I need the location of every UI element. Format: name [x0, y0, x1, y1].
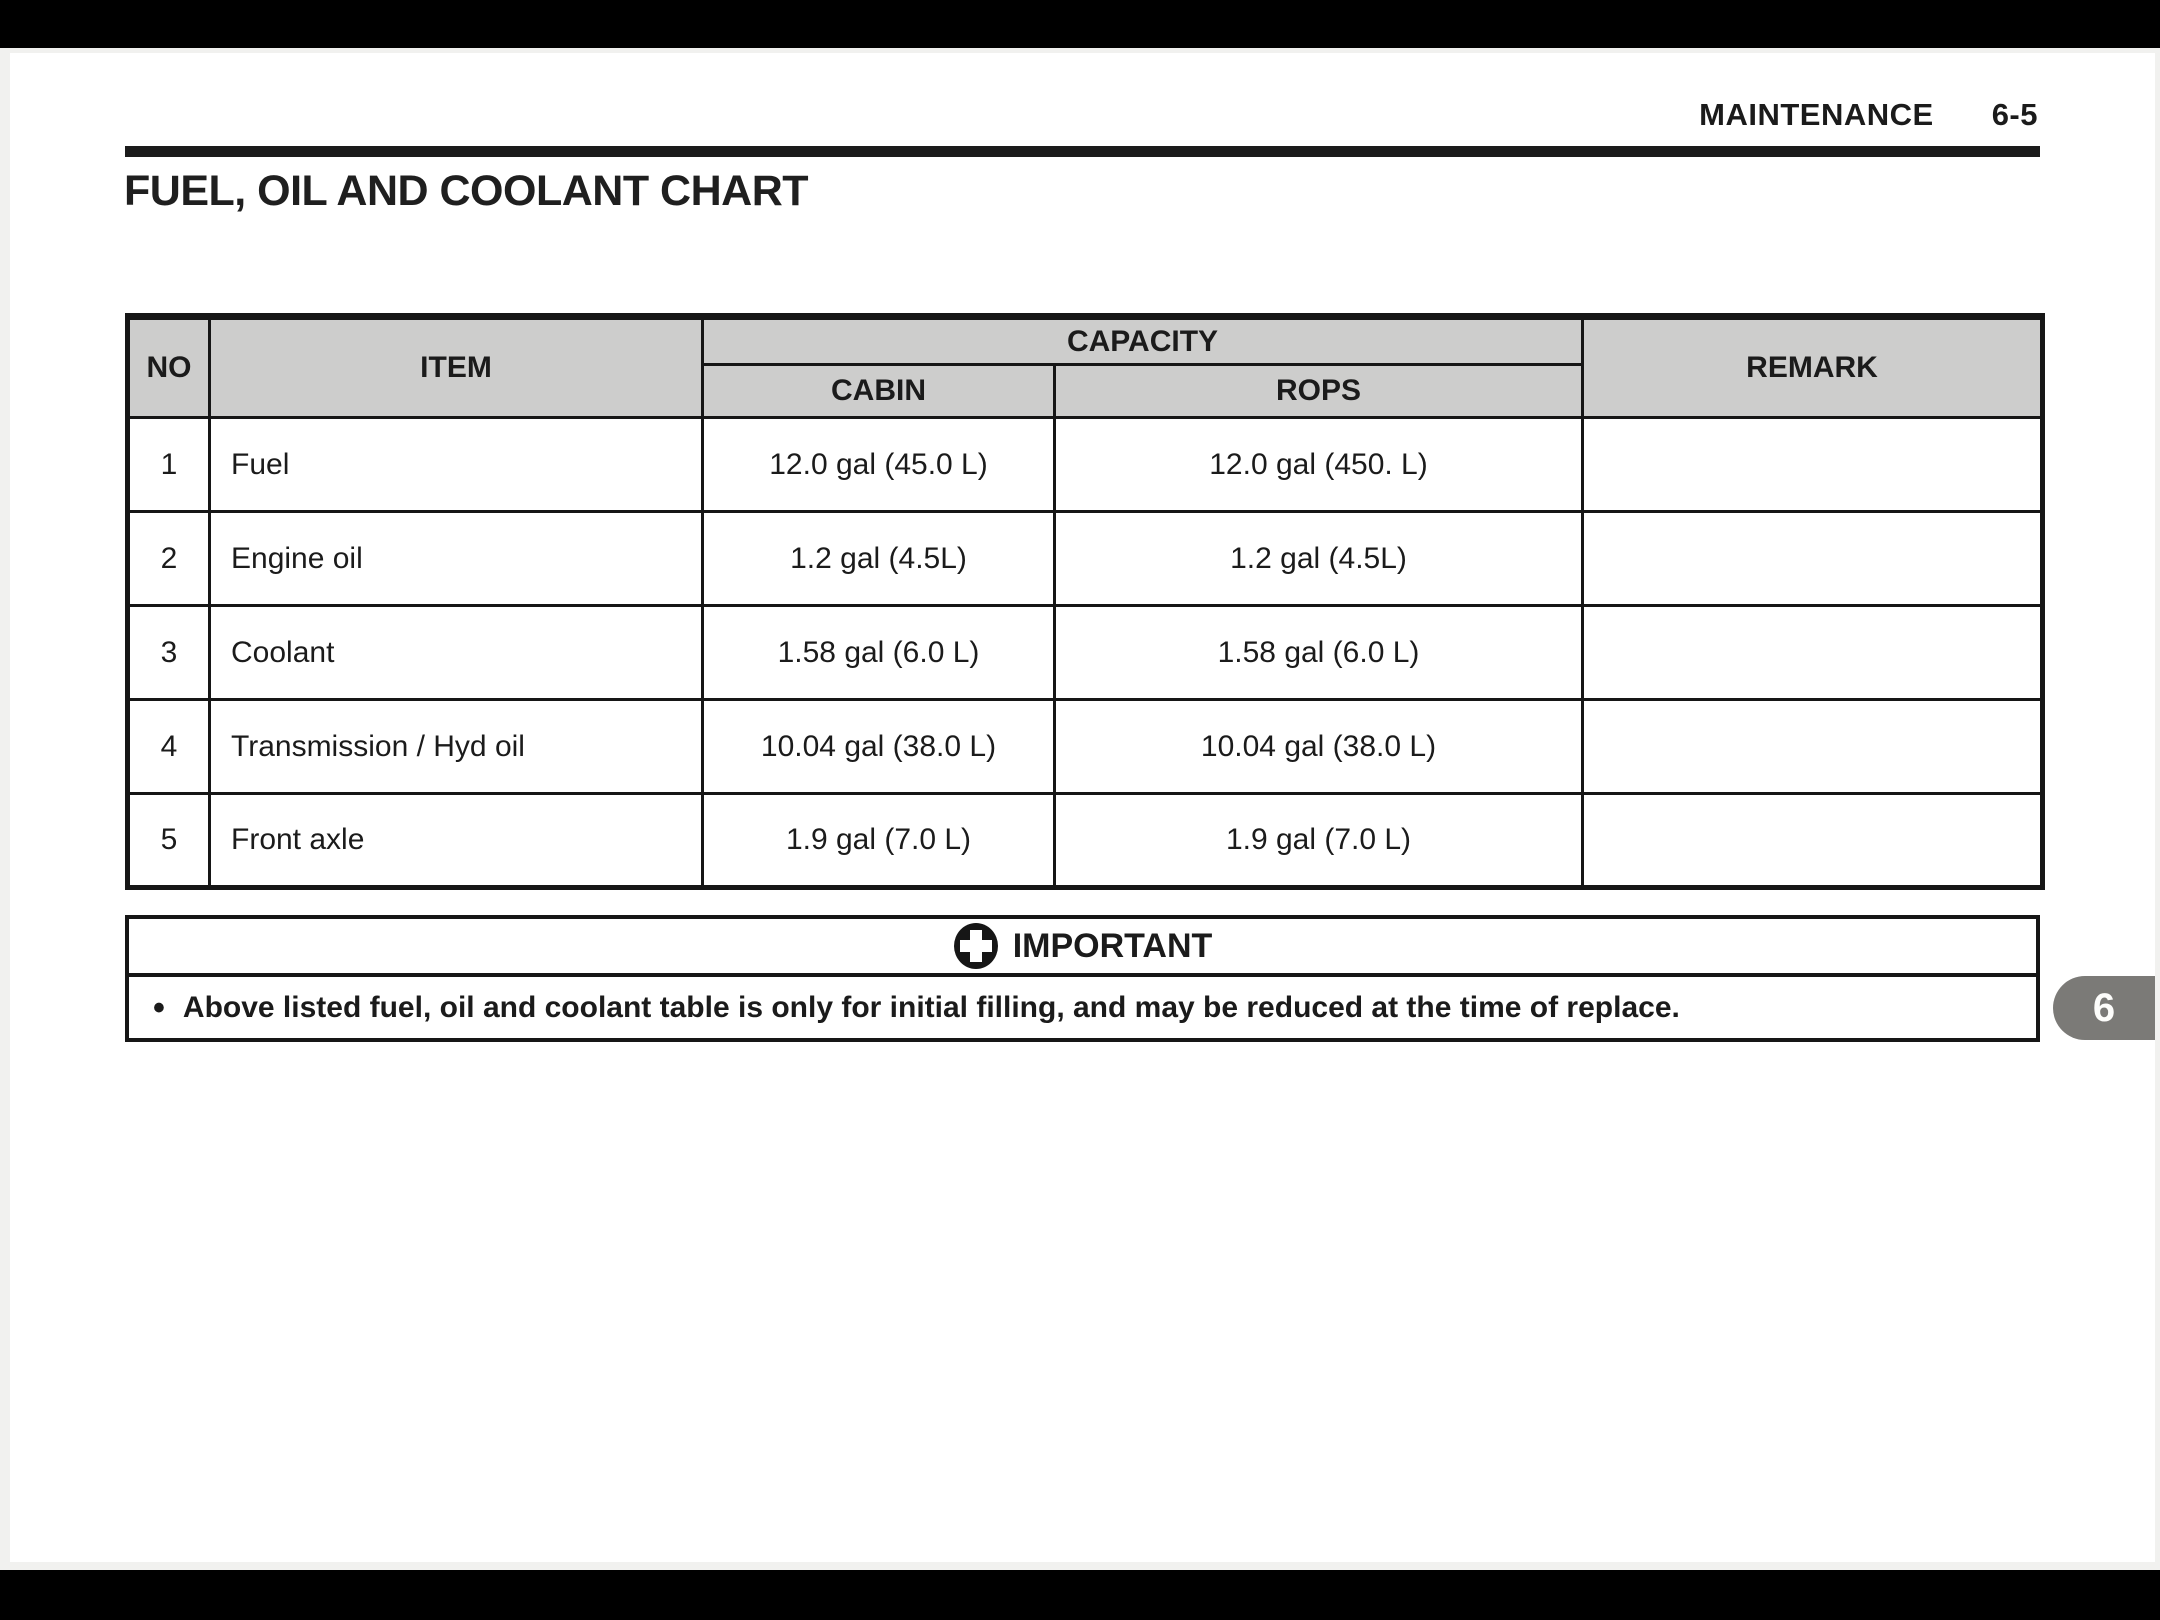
cell-no: 1: [126, 416, 211, 513]
table-row: 2 Engine oil 1.2 gal (4.5L) 1.2 gal (4.5…: [126, 510, 2044, 607]
cell-remark: [1581, 698, 2044, 795]
document-canvas: MAINTENANCE 6-5 FUEL, OIL AND COOLANT CH…: [0, 48, 2160, 1570]
cell-rops: 1.58 gal (6.0 L): [1053, 604, 1584, 701]
important-title: IMPORTANT: [1012, 926, 1213, 965]
capacity-table: NO ITEM CAPACITY REMARK CABIN ROPS 1 Fue…: [125, 313, 2045, 890]
col-header-no: NO: [126, 315, 211, 419]
table-row: 1 Fuel 12.0 gal (45.0 L) 12.0 gal (450. …: [126, 416, 2044, 513]
cell-item: Fuel: [208, 416, 704, 513]
cell-rops: 1.2 gal (4.5L): [1053, 510, 1584, 607]
important-box: IMPORTANT • Above listed fuel, oil and c…: [125, 915, 2040, 1042]
page-number: 6-5: [1991, 97, 2038, 132]
cell-cabin: 1.2 gal (4.5L): [701, 510, 1056, 607]
chapter-tab: 6: [2053, 976, 2155, 1040]
table-row: 5 Front axle 1.9 gal (7.0 L) 1.9 gal (7.…: [126, 792, 2044, 889]
cell-cabin: 12.0 gal (45.0 L): [701, 416, 1056, 513]
col-header-item: ITEM: [208, 315, 704, 419]
cell-remark: [1581, 792, 2044, 889]
cell-item: Engine oil: [208, 510, 704, 607]
cell-item: Front axle: [208, 792, 704, 889]
col-header-rops: ROPS: [1053, 363, 1584, 419]
cell-remark: [1581, 416, 2044, 513]
cell-remark: [1581, 604, 2044, 701]
col-header-remark: REMARK: [1581, 315, 2044, 419]
important-note-row: • Above listed fuel, oil and coolant tab…: [129, 977, 2036, 1038]
cell-rops: 10.04 gal (38.0 L): [1053, 698, 1584, 795]
cell-cabin: 1.9 gal (7.0 L): [701, 792, 1056, 889]
cell-item: Coolant: [208, 604, 704, 701]
bullet-glyph: •: [153, 988, 165, 1027]
header-rule: [125, 146, 2040, 157]
cell-cabin: 1.58 gal (6.0 L): [701, 604, 1056, 701]
table-row: 3 Coolant 1.58 gal (6.0 L) 1.58 gal (6.0…: [126, 604, 2044, 701]
cell-cabin: 10.04 gal (38.0 L): [701, 698, 1056, 795]
table-row: 4 Transmission / Hyd oil 10.04 gal (38.0…: [126, 698, 2044, 795]
col-header-capacity: CAPACITY: [701, 315, 1584, 366]
important-note: Above listed fuel, oil and coolant table…: [182, 990, 1680, 1024]
cell-remark: [1581, 510, 2044, 607]
cell-rops: 1.9 gal (7.0 L): [1053, 792, 1584, 889]
cell-item: Transmission / Hyd oil: [208, 698, 704, 795]
manual-page: MAINTENANCE 6-5 FUEL, OIL AND COOLANT CH…: [10, 53, 2155, 1562]
cell-rops: 12.0 gal (450. L): [1053, 416, 1584, 513]
plus-circle-icon: [953, 922, 999, 970]
cell-no: 2: [126, 510, 211, 607]
letterbox-top: [0, 0, 2160, 48]
cell-no: 5: [126, 792, 211, 889]
cell-no: 4: [126, 698, 211, 795]
chapter-tab-label: 6: [2092, 985, 2116, 1030]
section-title: MAINTENANCE: [1699, 97, 1934, 132]
letterbox-bottom: [0, 1570, 2160, 1620]
important-title-row: IMPORTANT: [129, 919, 2036, 977]
page-title: FUEL, OIL AND COOLANT CHART: [124, 167, 809, 215]
running-header: MAINTENANCE 6-5: [1699, 97, 2038, 133]
cell-no: 3: [126, 604, 211, 701]
col-header-cabin: CABIN: [701, 363, 1056, 419]
